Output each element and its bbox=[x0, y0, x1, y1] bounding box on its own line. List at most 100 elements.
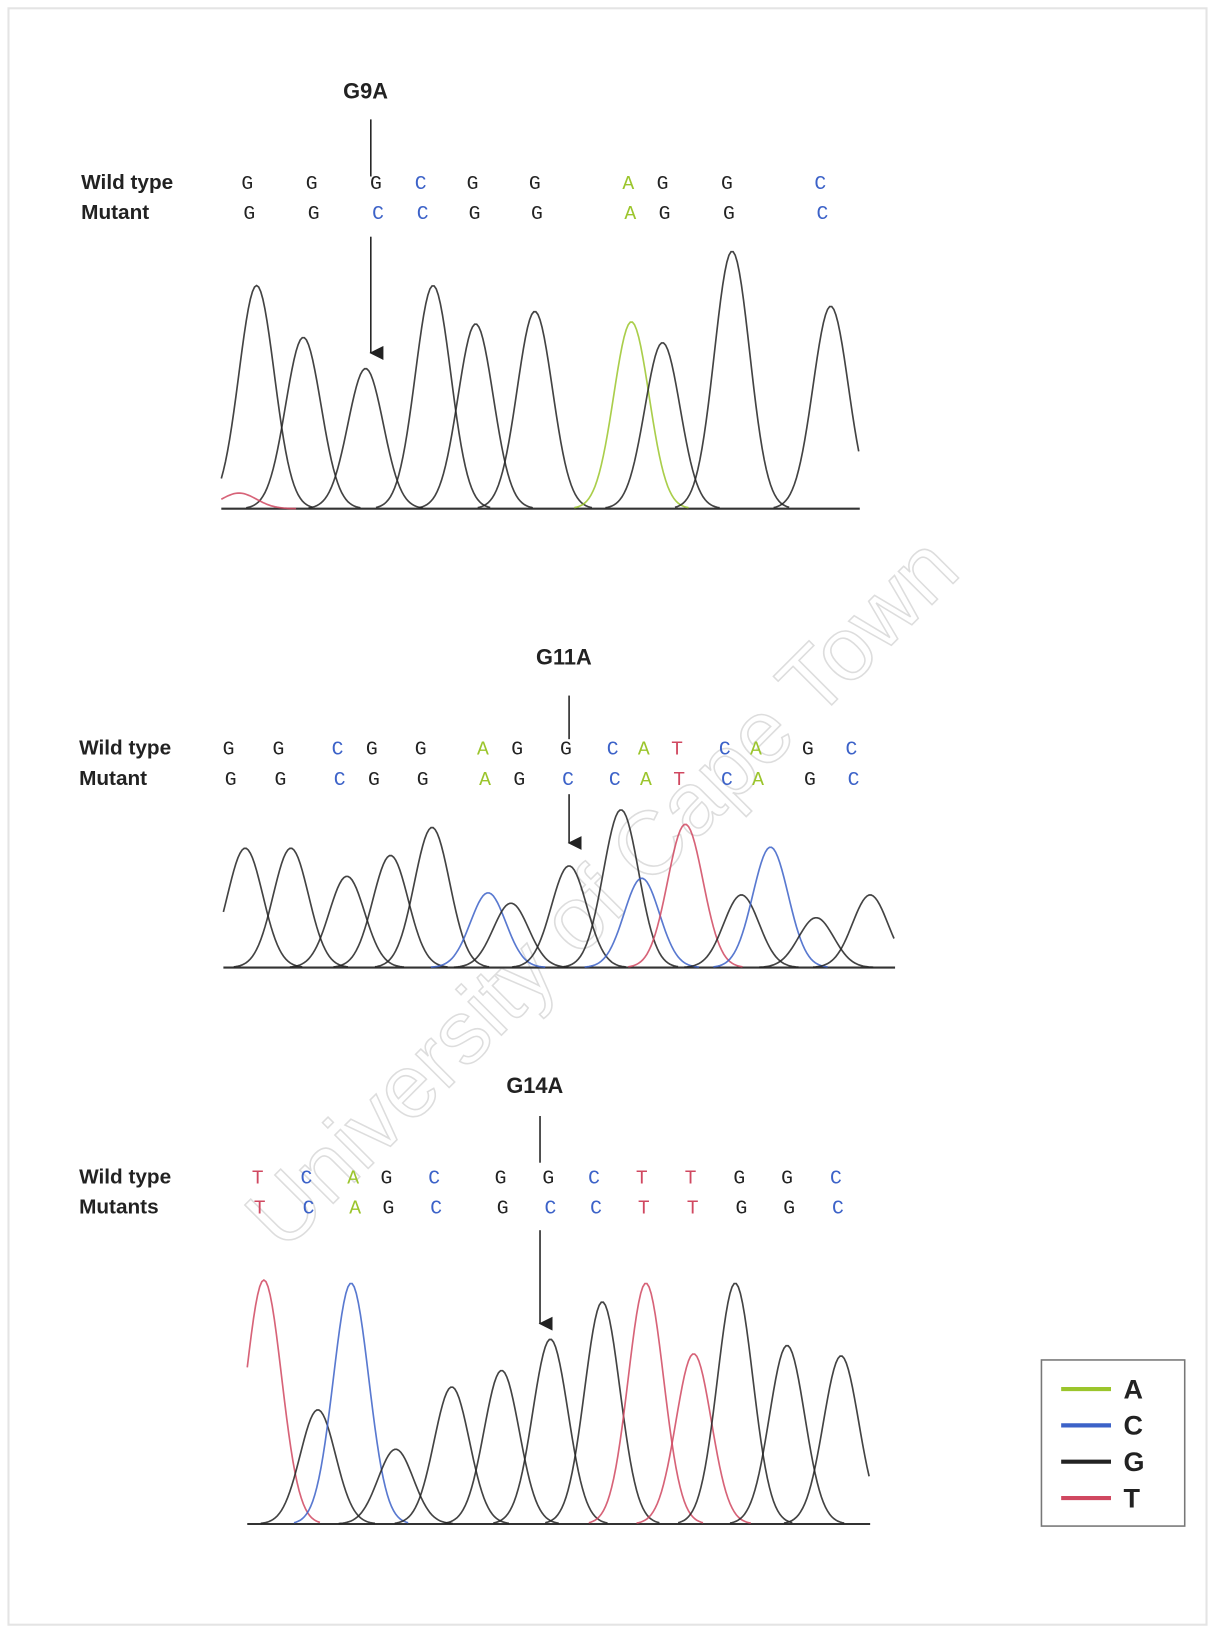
base-call: G bbox=[368, 769, 380, 791]
trace-peak bbox=[678, 1284, 792, 1523]
base-call: C bbox=[544, 1198, 556, 1220]
base-call: T bbox=[687, 1198, 699, 1220]
base-call: T bbox=[254, 1198, 266, 1220]
legend-label: A bbox=[1123, 1374, 1143, 1404]
base-call: G bbox=[497, 1198, 509, 1220]
base-call: G bbox=[721, 173, 733, 195]
base-call: T bbox=[685, 1167, 697, 1189]
base-call: G bbox=[513, 769, 525, 791]
base-call: C bbox=[814, 173, 826, 195]
base-call: G bbox=[225, 769, 237, 791]
base-call: C bbox=[609, 769, 621, 791]
base-call: C bbox=[428, 1167, 440, 1189]
base-call: G bbox=[417, 769, 429, 791]
trace-peak bbox=[545, 1302, 659, 1523]
base-call: G bbox=[366, 739, 378, 761]
trace-peak bbox=[445, 1371, 559, 1524]
base-call: C bbox=[562, 769, 574, 791]
base-call: G bbox=[657, 173, 669, 195]
row-label: Mutant bbox=[81, 201, 149, 224]
trace-peak bbox=[589, 1284, 703, 1523]
trace-peak bbox=[574, 322, 688, 508]
trace-peak bbox=[784, 1356, 869, 1523]
base-call: G bbox=[306, 173, 318, 195]
base-call: A bbox=[640, 769, 652, 791]
base-call: G bbox=[241, 173, 253, 195]
figure: ACGT University of Cape Town G9AWild typ… bbox=[0, 0, 1215, 1633]
base-call: G bbox=[783, 1198, 795, 1220]
base-call: A bbox=[347, 1167, 359, 1189]
base-call: G bbox=[529, 173, 541, 195]
trace-peak bbox=[774, 307, 859, 508]
base-call: C bbox=[719, 739, 731, 761]
trace-peak bbox=[395, 1387, 509, 1523]
base-call: C bbox=[846, 739, 858, 761]
trace-peak bbox=[246, 338, 360, 508]
row-label: Wild type bbox=[79, 737, 171, 760]
base-call: G bbox=[804, 769, 816, 791]
base-call: A bbox=[752, 769, 764, 791]
base-call: C bbox=[303, 1198, 315, 1220]
base-call: G bbox=[733, 1167, 745, 1189]
base-call: G bbox=[469, 203, 481, 225]
trace-peak bbox=[684, 895, 798, 967]
base-call: C bbox=[372, 203, 384, 225]
base-call: G bbox=[802, 739, 814, 761]
base-call: C bbox=[417, 203, 429, 225]
mutation-label: G14A bbox=[506, 1073, 563, 1098]
base-call: G bbox=[560, 739, 572, 761]
legend-label: T bbox=[1123, 1483, 1140, 1513]
legend-box bbox=[1041, 1360, 1184, 1526]
trace-peak bbox=[730, 1346, 844, 1523]
base-call: C bbox=[332, 739, 344, 761]
base-call: G bbox=[272, 739, 284, 761]
row-label: Mutants bbox=[79, 1196, 159, 1219]
base-call: A bbox=[638, 739, 650, 761]
base-call: A bbox=[622, 173, 634, 195]
base-call: G bbox=[370, 173, 382, 195]
mutation-label: G9A bbox=[343, 79, 388, 104]
mutation-label: G11A bbox=[536, 644, 592, 669]
base-call: C bbox=[721, 769, 733, 791]
row-label: Mutant bbox=[79, 767, 147, 790]
base-call: G bbox=[735, 1198, 747, 1220]
base-call: C bbox=[415, 173, 427, 195]
base-call: A bbox=[477, 739, 489, 761]
trace-peak bbox=[637, 1354, 751, 1523]
trace-peak bbox=[294, 1284, 408, 1523]
base-call: C bbox=[848, 769, 860, 791]
base-call: T bbox=[638, 1198, 650, 1220]
trace-peak bbox=[419, 324, 533, 508]
base-call: G bbox=[415, 739, 427, 761]
base-call: A bbox=[750, 739, 762, 761]
base-call: A bbox=[479, 769, 491, 791]
row-label: Wild type bbox=[79, 1165, 171, 1188]
base-call: T bbox=[252, 1167, 264, 1189]
base-call: G bbox=[781, 1167, 793, 1189]
base-call: C bbox=[832, 1198, 844, 1220]
trace-peak bbox=[375, 828, 489, 967]
legend-label: G bbox=[1123, 1447, 1144, 1477]
watermark: University of Cape Town bbox=[226, 517, 976, 1267]
base-call: T bbox=[671, 739, 683, 761]
base-call: G bbox=[223, 739, 235, 761]
trace-peak bbox=[221, 285, 312, 507]
base-call: C bbox=[607, 739, 619, 761]
base-call: G bbox=[308, 203, 320, 225]
base-call: G bbox=[243, 203, 255, 225]
base-call: T bbox=[636, 1167, 648, 1189]
base-call: G bbox=[380, 1167, 392, 1189]
trace-peak bbox=[376, 286, 490, 508]
base-call: C bbox=[588, 1167, 600, 1189]
trace-peak bbox=[605, 343, 719, 508]
base-call: C bbox=[334, 769, 346, 791]
base-call: A bbox=[624, 203, 636, 225]
trace-peak bbox=[493, 1340, 607, 1524]
legend-label: C bbox=[1123, 1411, 1143, 1441]
base-call: C bbox=[430, 1198, 442, 1220]
base-call: G bbox=[495, 1167, 507, 1189]
trace-peak bbox=[759, 918, 873, 967]
trace-peak bbox=[221, 493, 296, 508]
base-call: G bbox=[659, 203, 671, 225]
